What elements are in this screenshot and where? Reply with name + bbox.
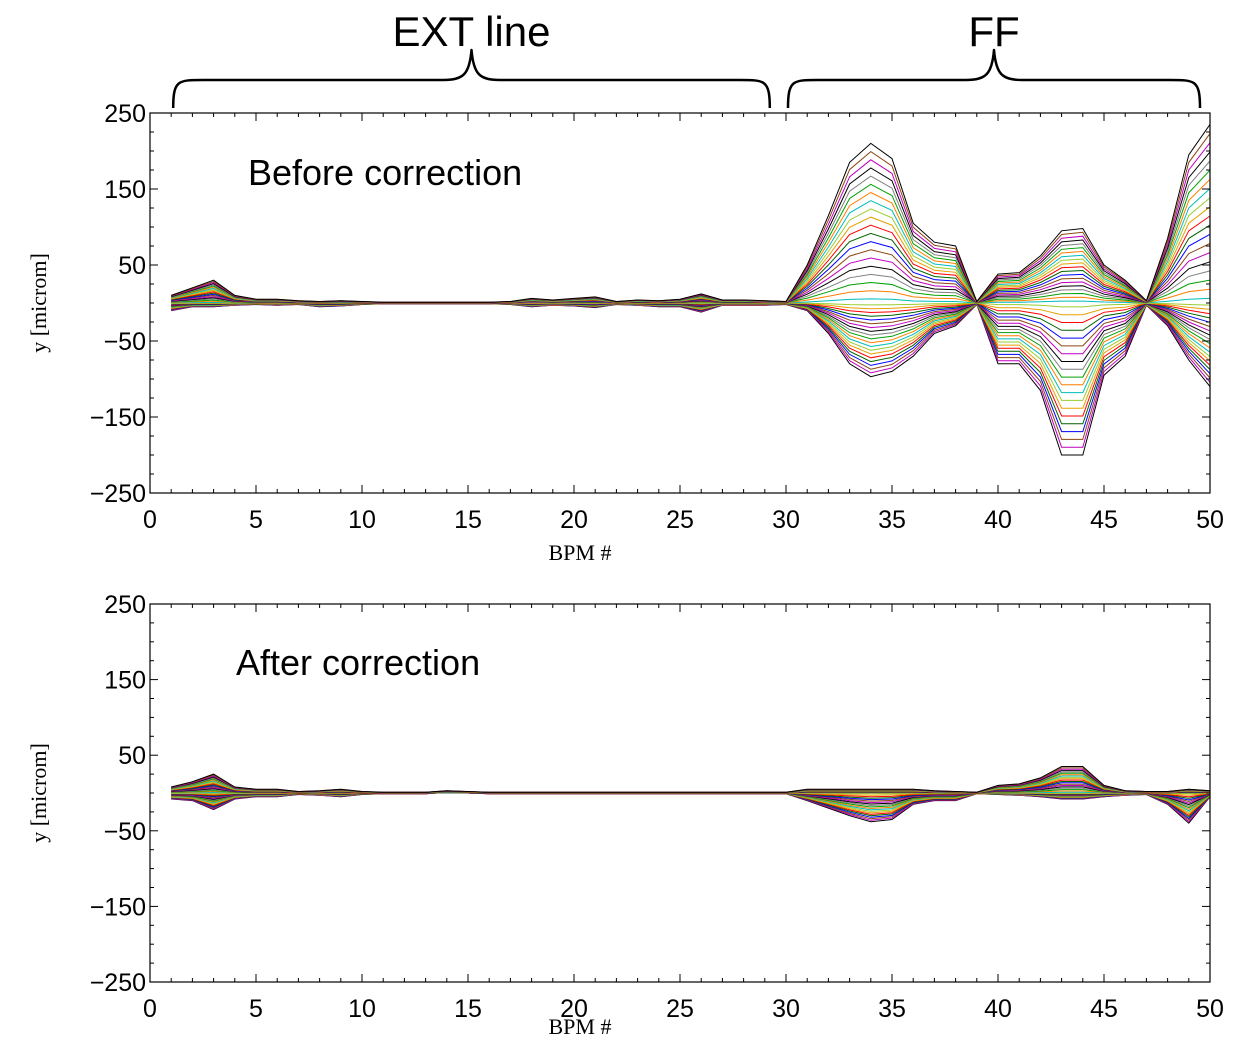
after-correction-traces <box>171 766 1211 824</box>
x-tick-label: 30 <box>772 506 800 534</box>
y-tick-label: −50 <box>104 328 146 356</box>
x-tick-label: 10 <box>348 506 376 534</box>
x-tick-label: 45 <box>1090 995 1118 1023</box>
x-tick-label: 10 <box>348 995 376 1023</box>
x-tick-label: 50 <box>1196 506 1224 534</box>
orbit-trace <box>171 303 1211 401</box>
x-tick-label: 25 <box>666 506 694 534</box>
orbit-trace <box>171 302 1211 394</box>
y-tick-label: 250 <box>104 591 146 619</box>
orbit-trace <box>171 303 1211 425</box>
after-correction-annotation: After correction <box>236 642 480 683</box>
y-tick-label: 150 <box>104 667 146 695</box>
y-tick-label: −150 <box>90 893 146 921</box>
orbit-trace <box>171 303 1211 448</box>
before-correction-annotation: Before correction <box>248 152 522 193</box>
orbit-trace <box>171 302 1211 378</box>
before-correction-traces <box>171 124 1211 456</box>
orbit-trace <box>171 197 1211 304</box>
orbit-trace <box>171 303 1211 433</box>
orbit-trace <box>171 224 1211 304</box>
orbit-trace <box>171 124 1211 303</box>
y-tick-label: 50 <box>118 742 146 770</box>
x-tick-labels: 0 5 10 15 20 25 30 35 40 45 50 <box>143 995 1224 1023</box>
y-tick-label: 250 <box>104 100 146 128</box>
x-tick-labels: 0 5 10 15 20 25 30 35 40 45 50 <box>143 506 1224 534</box>
x-tick-label: 20 <box>560 506 588 534</box>
x-tick-label: 35 <box>878 506 906 534</box>
y-tick-label: −250 <box>90 480 146 508</box>
x-tick-label: 25 <box>666 995 694 1023</box>
x-tick-label: 5 <box>249 995 263 1023</box>
y-tick-label: −150 <box>90 404 146 432</box>
y-tick-label: −250 <box>90 969 146 997</box>
before-correction-plot: 0 5 10 15 20 25 30 35 40 45 50 250 150 50 −50 −150 −250… <box>26 100 1224 565</box>
x-tick-label: 40 <box>984 995 1012 1023</box>
y-tick-label: 50 <box>118 252 146 280</box>
orbit-trace <box>171 302 1211 386</box>
x-axis-label: BPM # <box>549 540 612 565</box>
x-tick-label: 15 <box>454 995 482 1023</box>
orbit-trace <box>171 179 1211 303</box>
x-tick-label: 5 <box>249 506 263 534</box>
x-tick-label: 20 <box>560 995 588 1023</box>
axis-ticks <box>149 603 1211 983</box>
orbit-trace <box>171 766 1211 793</box>
after-correction-plot: 0 5 10 15 20 25 30 35 40 45 50 250 150 50 −50 −150 −250… <box>26 591 1224 1037</box>
x-tick-label: 0 <box>143 506 157 534</box>
x-axis-label: BPM # <box>549 1014 612 1037</box>
y-tick-label: 150 <box>104 176 146 204</box>
x-tick-label: 50 <box>1196 995 1224 1023</box>
region-annotations: EXT line FF <box>171 8 1202 109</box>
ff-label: FF <box>968 8 1019 55</box>
x-tick-label: 0 <box>143 995 157 1023</box>
x-tick-label: 35 <box>878 995 906 1023</box>
y-tick-label: −50 <box>104 818 146 846</box>
y-tick-labels: 250 150 50 −50 −150 −250 <box>90 100 146 508</box>
x-tick-label: 30 <box>772 995 800 1023</box>
y-axis-label: y [microm] <box>26 253 51 353</box>
orbit-trace <box>171 303 1211 440</box>
ext-line-label: EXT line <box>393 8 551 55</box>
x-tick-label: 15 <box>454 506 482 534</box>
ext-line-bracket <box>171 48 772 109</box>
x-tick-label: 40 <box>984 506 1012 534</box>
axis-ticks <box>149 112 1211 494</box>
y-tick-labels: 250 150 50 −50 −150 −250 <box>90 591 146 997</box>
x-tick-label: 45 <box>1090 506 1118 534</box>
y-axis-label: y [microm] <box>26 743 51 843</box>
ff-bracket <box>786 48 1202 109</box>
orbit-trace <box>171 302 1211 355</box>
